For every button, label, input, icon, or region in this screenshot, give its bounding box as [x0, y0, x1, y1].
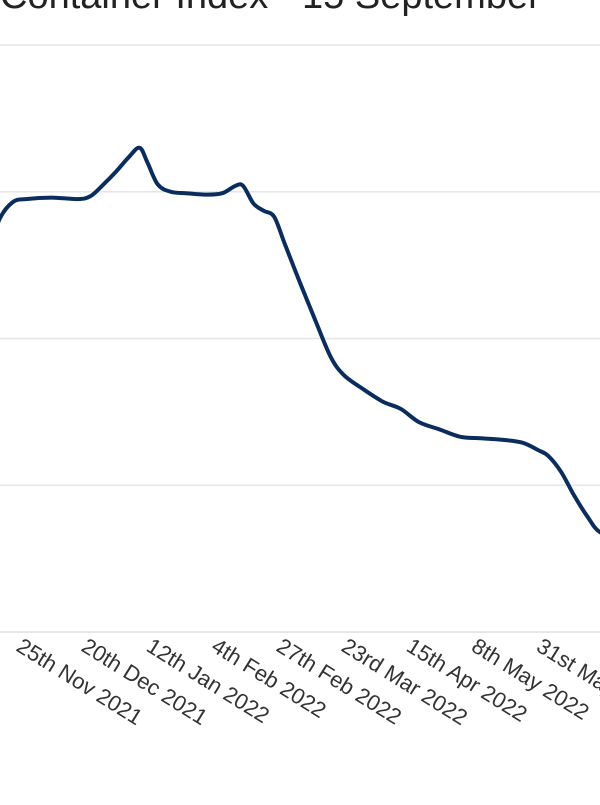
chart-title: Container Index - 15 September [0, 0, 541, 17]
line-layer [0, 145, 600, 535]
grid-layer [0, 44, 600, 633]
series-line [0, 145, 600, 535]
